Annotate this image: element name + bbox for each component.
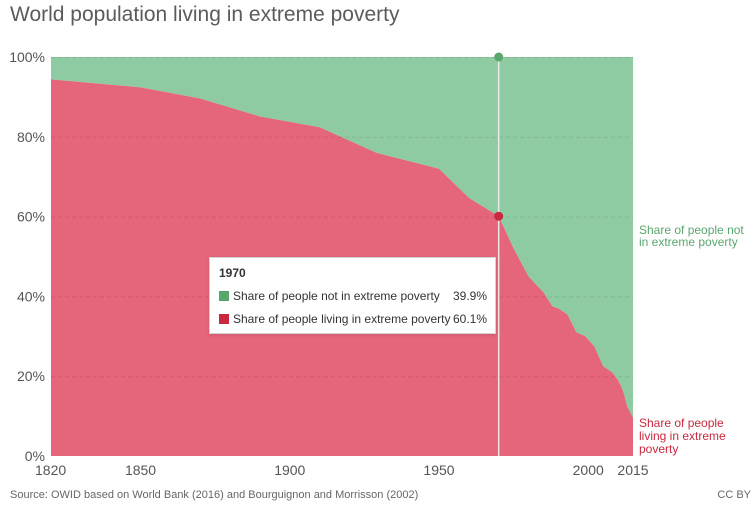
chart-title: World population living in extreme pover…: [10, 3, 400, 26]
x-tick-label: 1820: [35, 462, 66, 478]
hover-layer: [494, 52, 504, 456]
tooltip-row-poor: Share of people living in extreme povert…: [219, 311, 487, 327]
x-tick-label: 2000: [573, 462, 604, 478]
tooltip-label-poor: Share of people living in extreme povert…: [233, 312, 451, 326]
hover-marker-not-poor: [494, 52, 504, 62]
series-label-not-poor: in extreme poverty: [639, 235, 738, 249]
tooltip-year: 1970: [219, 266, 246, 280]
x-axis-tick-labels: 1820 1850 1900 1950 2000 2015: [35, 462, 649, 478]
y-tick-label: 40%: [17, 288, 45, 304]
y-tick-label: 0%: [25, 448, 45, 464]
tooltip-value-not-poor: 39.9%: [452, 289, 487, 303]
y-tick-label: 100%: [9, 49, 45, 65]
y-tick-label: 60%: [17, 209, 45, 225]
y-axis-tick-labels: 0% 20% 40% 60% 80% 100%: [9, 49, 45, 464]
tooltip-label-not-poor: Share of people not in extreme poverty: [233, 289, 440, 303]
hover-marker-poor: [494, 211, 504, 221]
tooltip-swatch-poor: [219, 314, 229, 324]
tooltip-swatch-not-poor: [219, 291, 229, 301]
x-tick-label: 1850: [125, 462, 156, 478]
area-not-in-extreme-poverty: [51, 57, 633, 418]
x-tick-label: 2015: [617, 462, 648, 478]
license-link[interactable]: CC BY: [717, 489, 751, 501]
y-tick-label: 20%: [17, 368, 45, 384]
y-tick-label: 80%: [17, 129, 45, 145]
x-tick-label: 1950: [423, 462, 454, 478]
series-label-poor: poverty: [639, 442, 678, 456]
source-note: Source: OWID based on World Bank (2016) …: [10, 489, 419, 501]
x-tick-label: 1900: [274, 462, 305, 478]
hover-tooltip: 1970 Share of people not in extreme pove…: [209, 257, 496, 334]
tooltip-value-poor: 60.1%: [452, 312, 487, 326]
series-label-poor: Share of people: [639, 416, 724, 430]
series-label-not-poor: Share of people not: [639, 223, 744, 237]
tooltip-row-not-poor: Share of people not in extreme poverty 3…: [219, 288, 487, 304]
series-label-poor: living in extreme: [639, 429, 726, 443]
